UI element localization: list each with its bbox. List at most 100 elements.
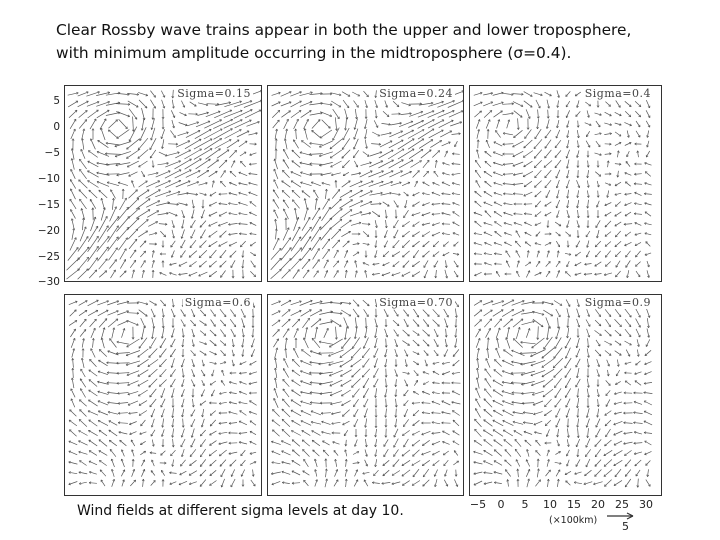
wind-vector-head xyxy=(94,269,98,273)
wind-vector-head xyxy=(596,105,600,108)
wind-vector-head xyxy=(537,468,540,471)
wind-vector-head xyxy=(445,325,449,328)
wind-vector-head xyxy=(404,205,407,209)
wind-vector xyxy=(541,347,555,359)
wind-vector-head xyxy=(143,260,146,263)
wind-vector-head xyxy=(249,430,253,434)
wind-vector-head xyxy=(444,335,448,338)
wind-vector xyxy=(395,408,397,418)
wind-vector xyxy=(401,449,411,457)
wind-vector-head xyxy=(554,395,558,398)
wind-vector xyxy=(137,149,149,159)
wind-vector xyxy=(455,328,457,338)
wind-vector xyxy=(524,241,532,247)
wind-vector-head xyxy=(523,164,526,168)
wind-vector xyxy=(160,129,166,139)
wind-vector xyxy=(503,222,513,226)
wind-vector-head xyxy=(209,413,213,416)
wind-vector xyxy=(191,369,195,377)
wind-vector xyxy=(205,148,221,160)
wind-vector xyxy=(310,421,322,425)
wind-vector xyxy=(392,100,400,108)
wind-vector xyxy=(492,101,504,107)
wind-vector xyxy=(412,231,420,237)
wind-vector-head xyxy=(125,353,129,357)
wind-vector xyxy=(524,221,532,227)
wind-vector xyxy=(483,450,493,456)
wind-vector-head xyxy=(309,172,312,176)
wind-vector xyxy=(624,110,632,118)
wind-vector-head xyxy=(348,180,351,183)
wind-vector xyxy=(190,229,196,239)
wind-vector xyxy=(615,381,621,385)
wind-vector xyxy=(432,319,440,327)
wind-vector-head xyxy=(292,449,295,452)
wind-vector xyxy=(374,100,378,108)
wind-vector xyxy=(97,381,109,385)
wind-vector-head xyxy=(363,415,367,418)
wind-vector xyxy=(585,230,591,238)
wind-vector xyxy=(79,481,87,485)
wind-vector-head xyxy=(407,333,410,337)
wind-vector xyxy=(412,221,420,227)
wind-vector-head xyxy=(606,160,610,163)
wind-vector-head xyxy=(451,162,454,166)
wind-vector-head xyxy=(377,133,381,137)
wind-vector-head xyxy=(374,444,378,448)
wind-vector xyxy=(221,369,225,377)
wind-vector-head xyxy=(394,384,398,387)
wind-vector xyxy=(536,468,540,478)
wind-vector xyxy=(644,440,652,446)
wind-vector xyxy=(565,110,571,118)
wind-vector-head xyxy=(493,369,497,372)
wind-vector-head xyxy=(133,259,137,263)
wind-vector xyxy=(206,103,220,105)
wind-vector xyxy=(391,481,401,485)
wind-vector-head xyxy=(416,352,420,355)
wind-vector xyxy=(605,261,611,267)
wind-vector xyxy=(644,222,652,226)
wind-vector xyxy=(141,117,145,131)
wind-vector xyxy=(431,412,441,414)
wind-vector xyxy=(108,439,118,447)
wind-vector xyxy=(451,133,461,135)
wind-vector-head xyxy=(232,363,235,367)
wind-vector-head xyxy=(544,413,547,416)
wind-vector-head xyxy=(228,232,231,236)
wind-vector-head xyxy=(291,369,295,373)
wind-vector xyxy=(155,190,171,198)
wind-vector-head xyxy=(375,325,379,328)
wind-vector-head xyxy=(409,170,412,174)
wind-vector xyxy=(402,371,410,375)
wind-vector xyxy=(364,119,368,129)
wind-vector-head xyxy=(527,328,531,331)
wind-vector-head xyxy=(319,163,322,167)
wind-vector xyxy=(473,232,483,236)
wind-vector-head xyxy=(636,354,640,357)
wind-vector-head xyxy=(69,198,73,202)
wind-vector-head xyxy=(431,442,435,446)
wind-vector-head xyxy=(185,203,188,207)
wind-vector-head xyxy=(614,214,617,217)
wind-vector xyxy=(248,371,258,375)
wind-vector-head xyxy=(309,360,312,364)
wind-vector-head xyxy=(180,394,184,398)
wind-vector xyxy=(444,150,448,158)
wind-vector xyxy=(594,132,602,136)
wind-vector xyxy=(495,327,501,339)
wind-vector xyxy=(432,240,440,248)
wind-vector xyxy=(544,242,552,246)
wind-vector xyxy=(484,368,492,378)
wind-vector xyxy=(137,379,149,387)
wind-vector-head xyxy=(87,170,90,173)
wind-vector-head xyxy=(505,337,508,340)
wind-vector-head xyxy=(128,174,131,177)
wind-vector xyxy=(71,148,75,160)
wind-vector-head xyxy=(180,364,184,368)
wind-vector-head xyxy=(524,231,527,235)
wind-vector xyxy=(352,308,360,318)
wind-vector-head xyxy=(96,299,99,303)
wind-vector-head xyxy=(116,216,120,219)
wind-vector xyxy=(333,249,339,259)
wind-vector xyxy=(555,240,561,248)
